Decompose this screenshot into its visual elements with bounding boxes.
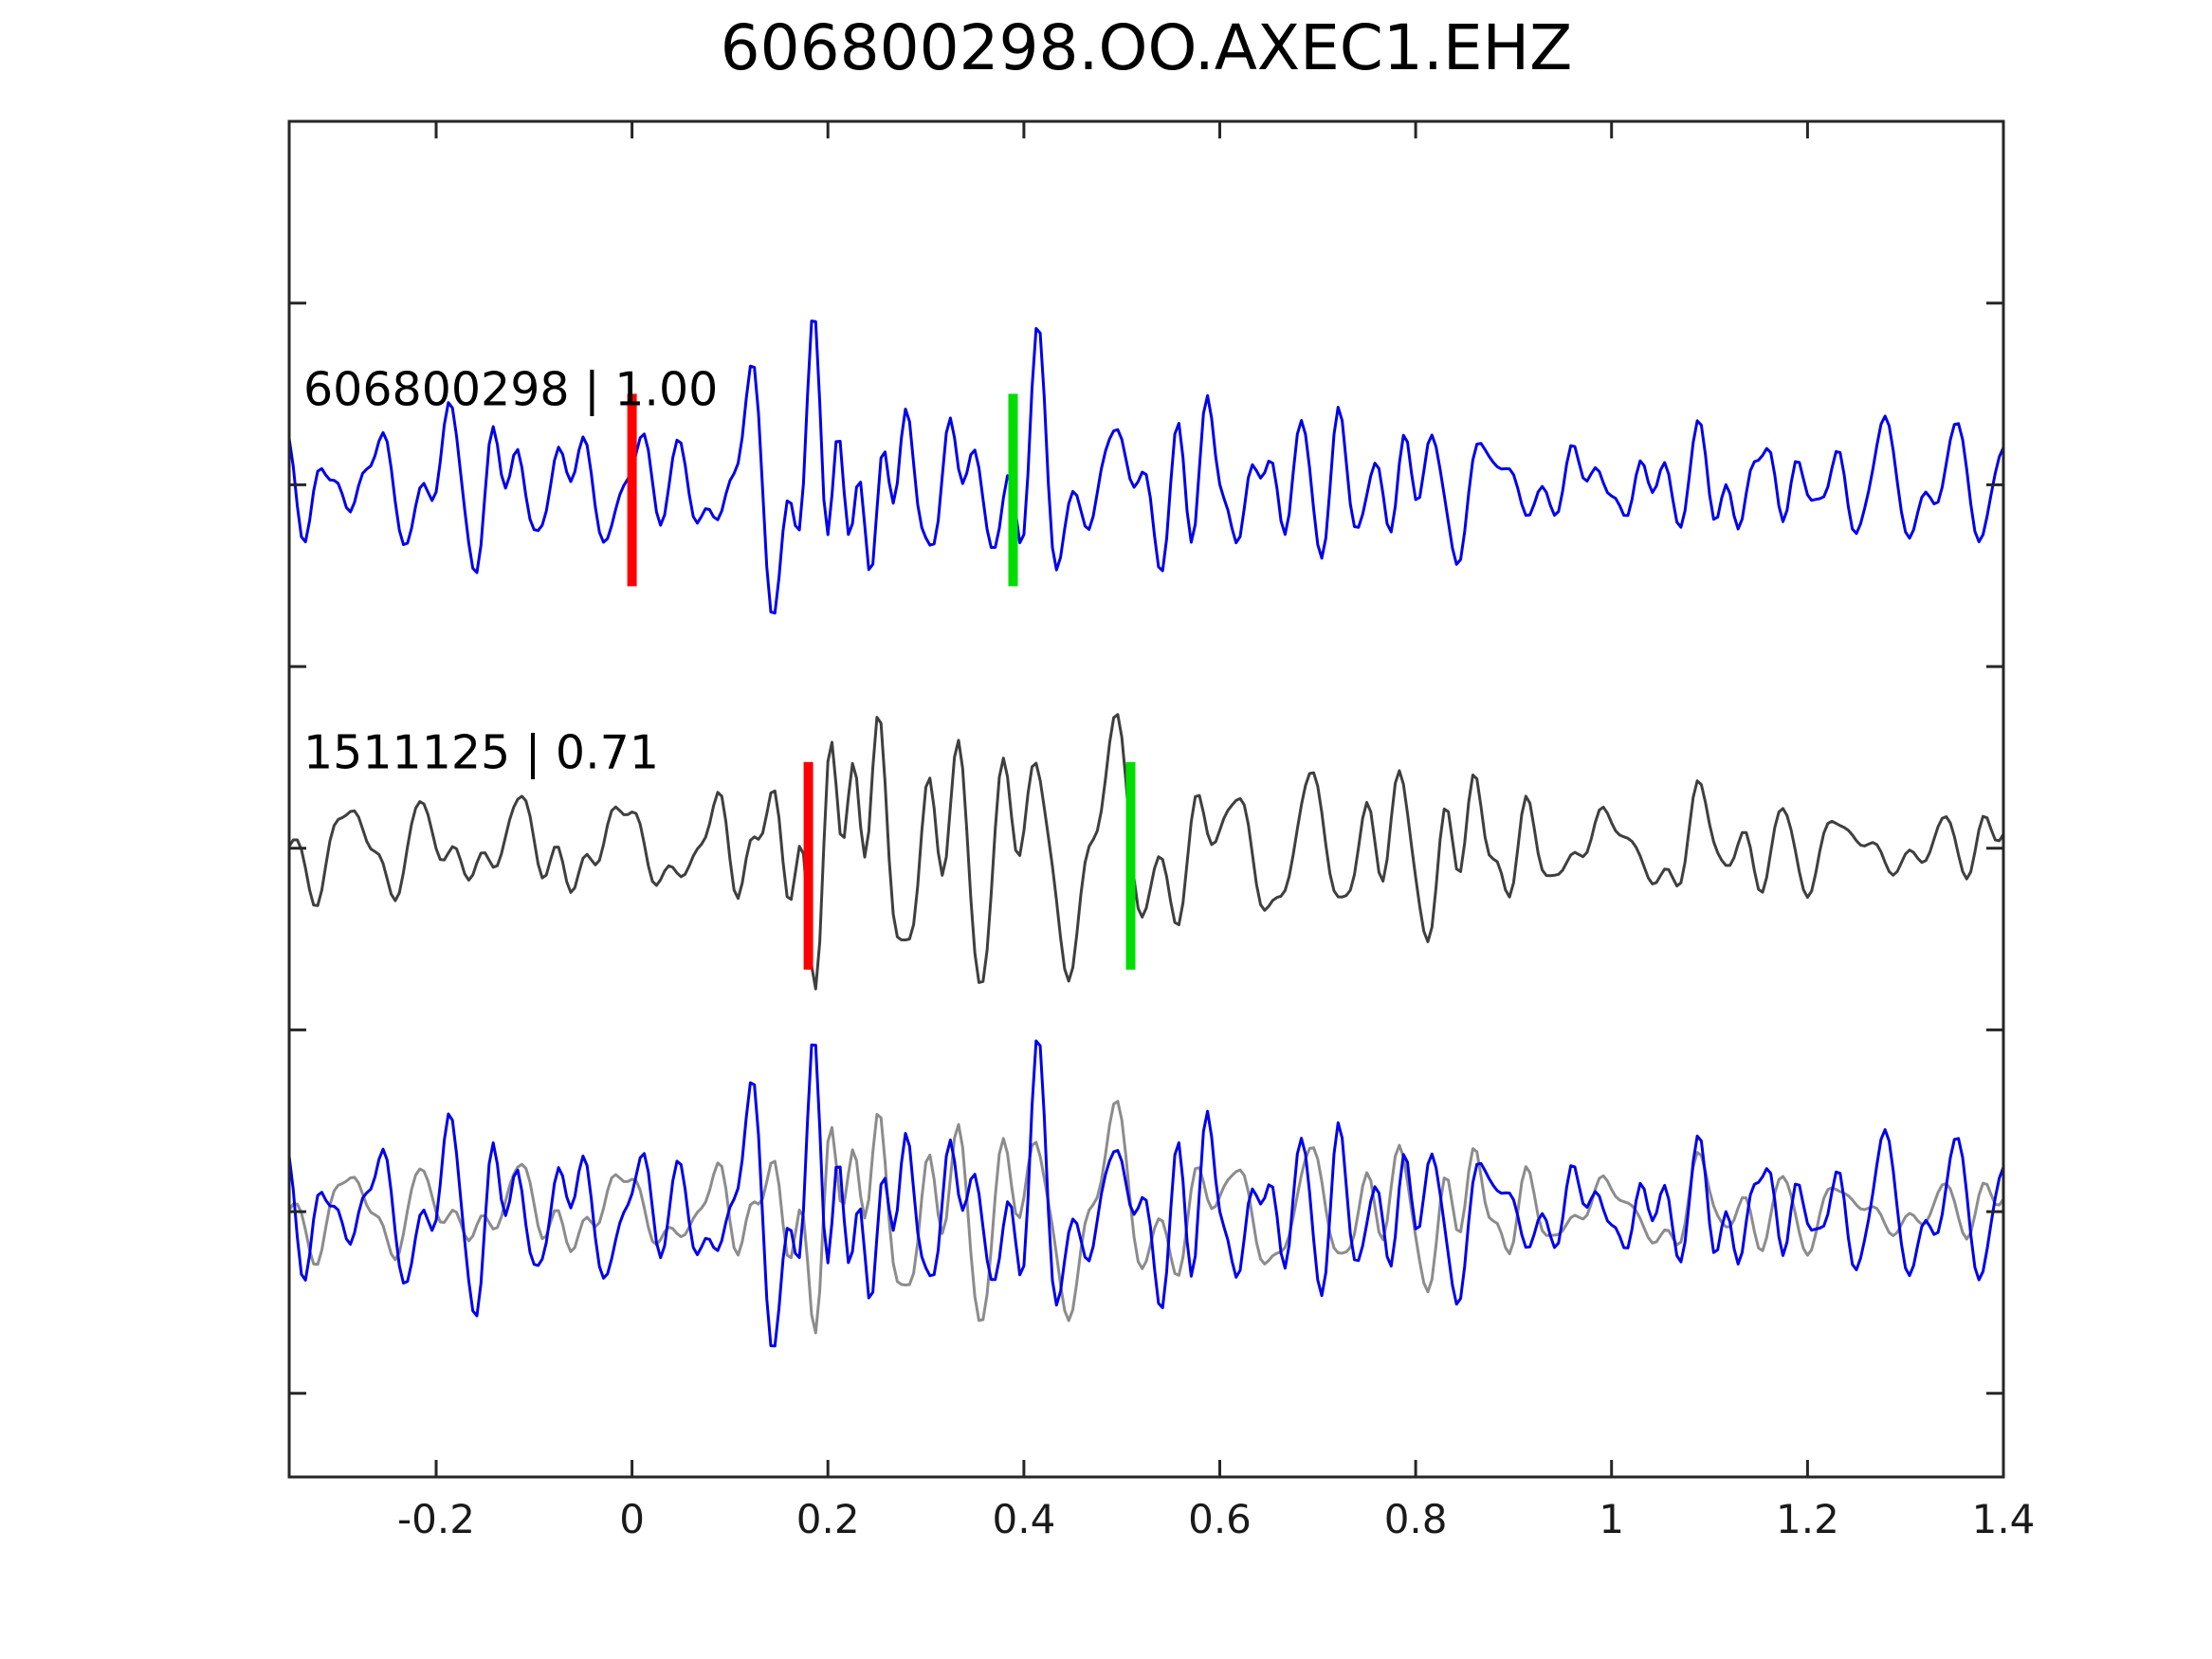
trace2-waveform — [289, 713, 2003, 991]
overlay-trace-blue — [289, 1039, 2003, 1348]
x-tick-label: 0.6 — [1188, 1496, 1252, 1542]
trace1-waveform — [289, 319, 2003, 615]
trace2-label: 1511125 | 0.71 — [303, 725, 659, 780]
overlay-trace-gray — [289, 1100, 2003, 1335]
x-tick-label: -0.2 — [397, 1496, 475, 1542]
figure-title: 606800298.OO.AXEC1.EHZ — [720, 11, 1573, 84]
trace1-label: 606800298 | 1.00 — [303, 362, 719, 417]
1511125-red-pick-marker — [803, 761, 814, 970]
x-tick-label: 1.2 — [1776, 1496, 1839, 1542]
1511125-green-pick-marker — [1125, 761, 1136, 970]
axes-border — [287, 119, 2005, 1479]
x-tick-label: 0.8 — [1384, 1496, 1448, 1542]
606800298-green-pick-marker — [1008, 393, 1018, 587]
x-tick-label: 1.4 — [1972, 1496, 2036, 1542]
x-tick-label: 1 — [1599, 1496, 1624, 1542]
x-tick-label: 0 — [619, 1496, 645, 1542]
606800298-red-pick-marker — [627, 393, 637, 587]
x-tick-label: 0.4 — [993, 1496, 1056, 1542]
x-tick-label: 0.2 — [796, 1496, 860, 1542]
